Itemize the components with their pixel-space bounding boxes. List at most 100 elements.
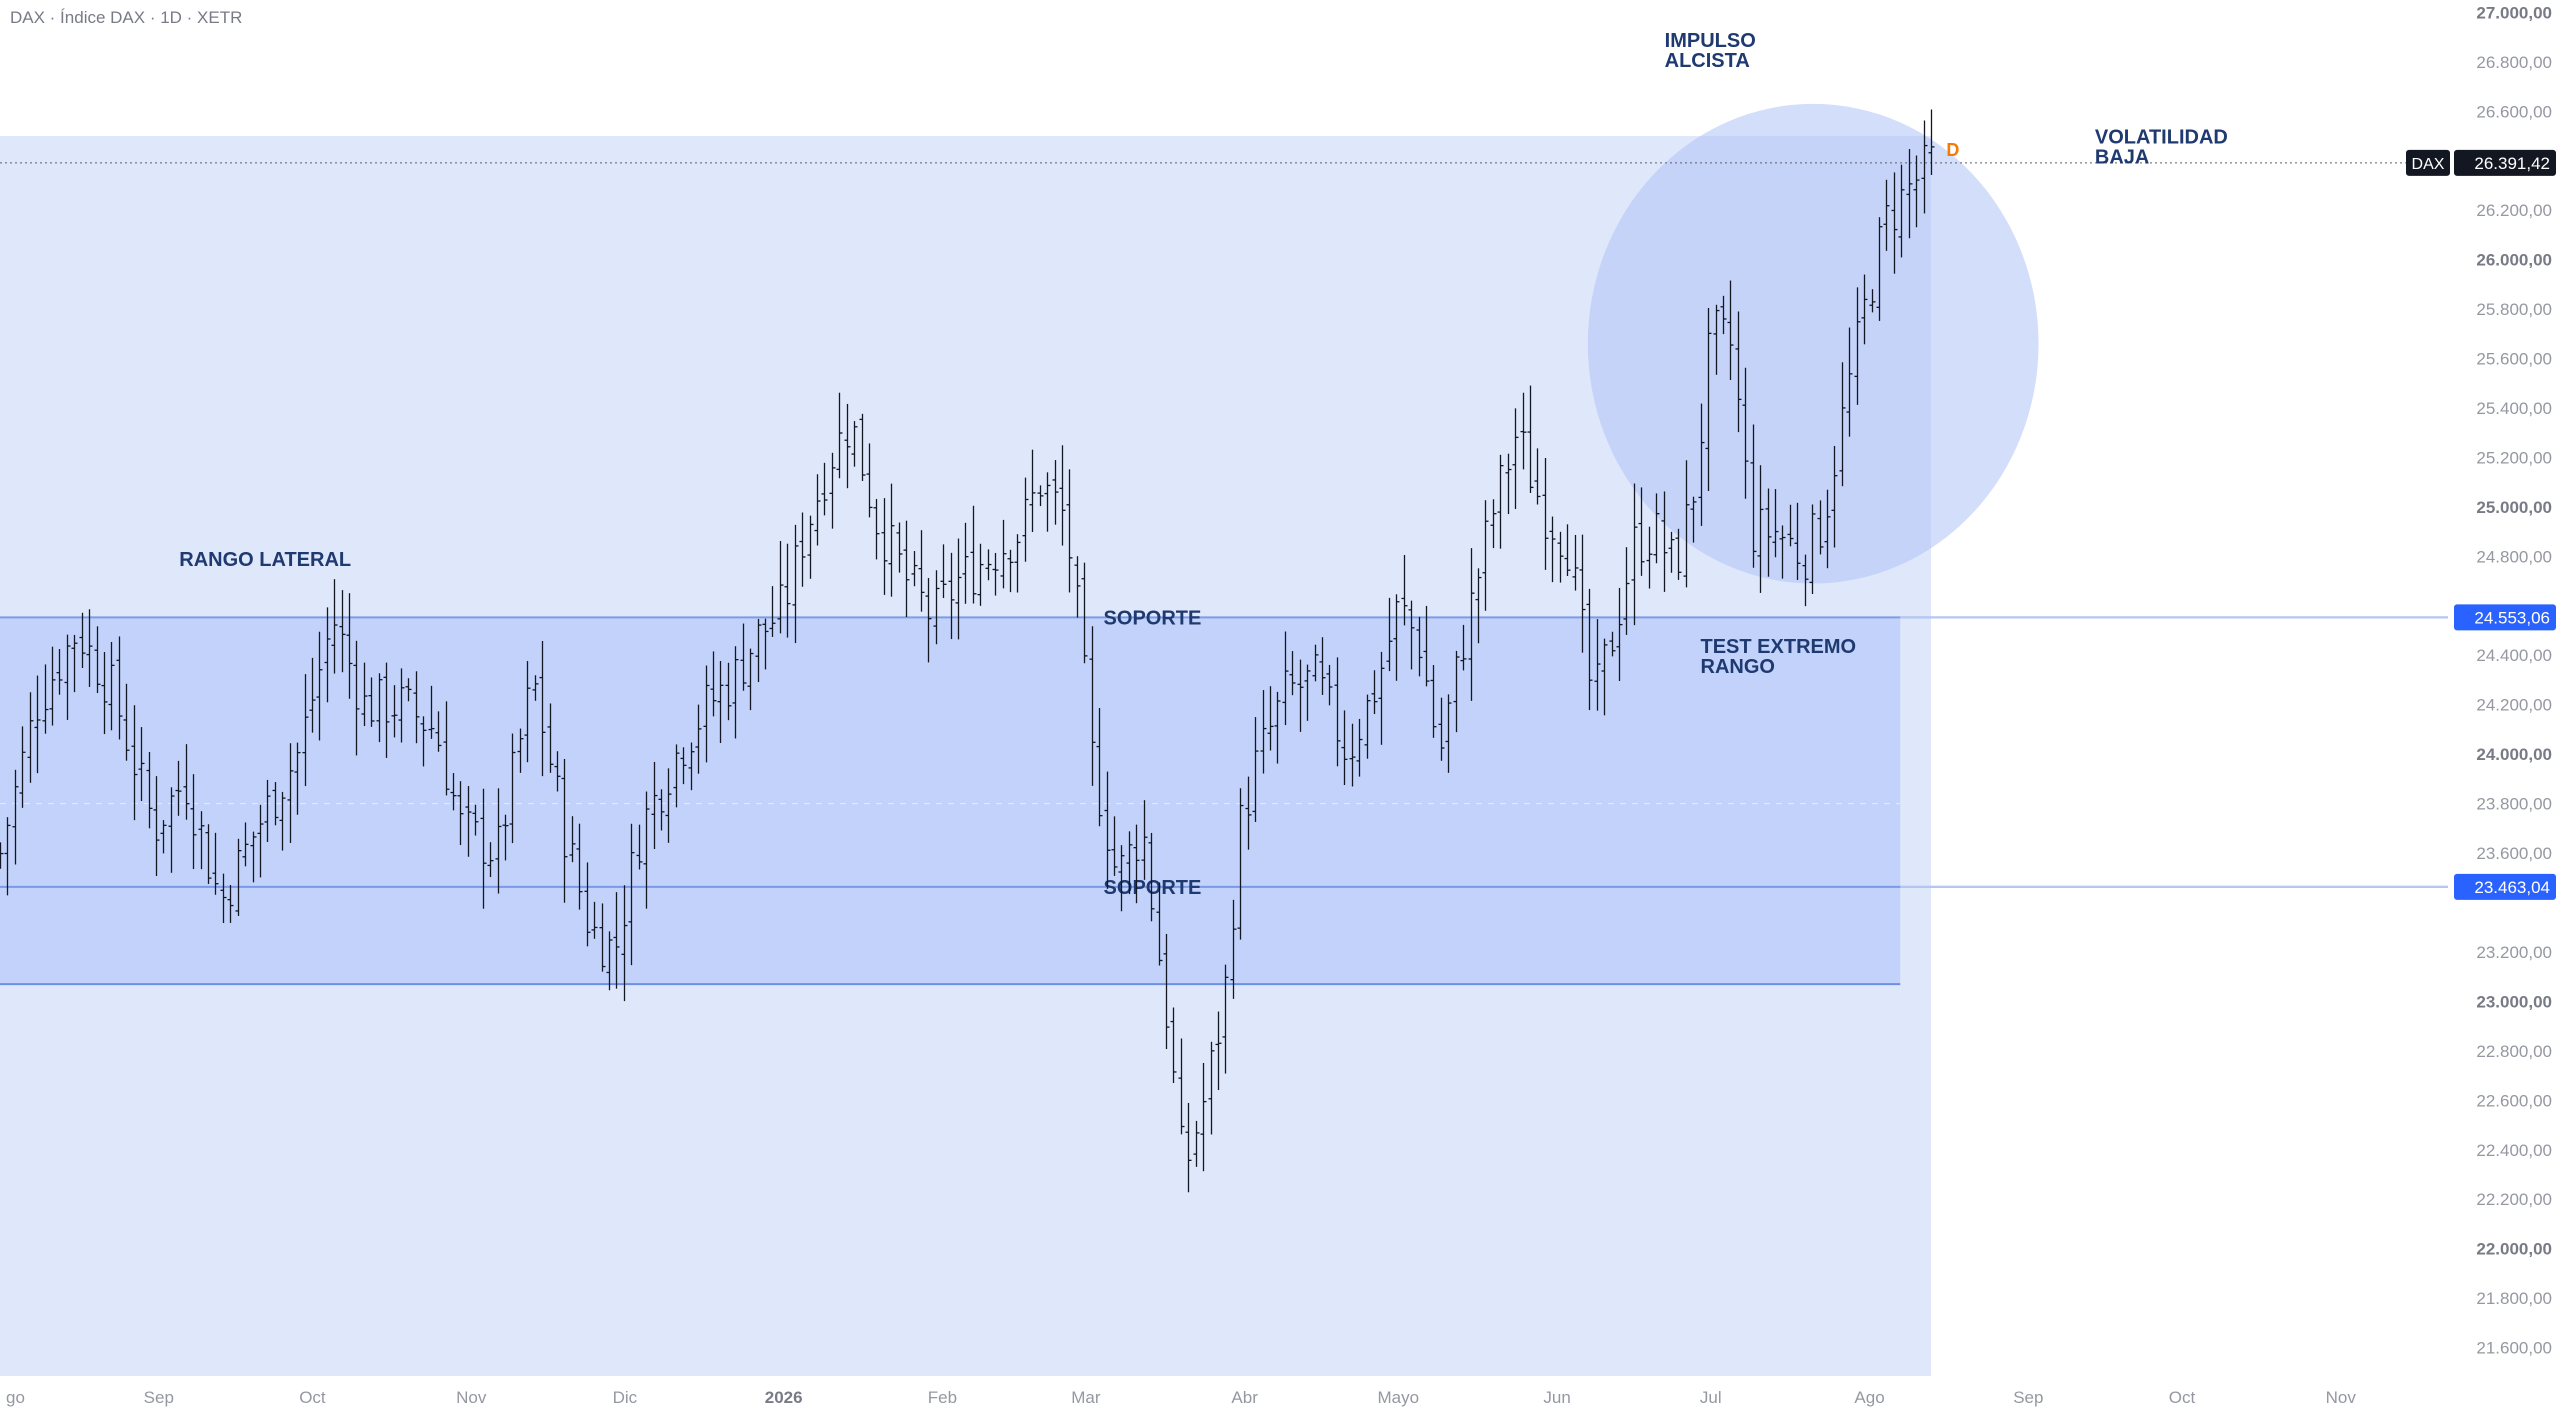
ohlc-bar[interactable] [1794,502,1801,580]
ohlc-bar[interactable] [1200,1062,1207,1172]
ohlc-bar[interactable] [1928,109,1935,175]
ohlc-bar[interactable] [1534,448,1541,505]
ohlc-bar[interactable] [183,744,190,820]
ohlc-bar[interactable] [1594,619,1601,711]
ohlc-bar[interactable] [658,789,665,831]
ohlc-bar[interactable] [1713,304,1720,375]
ohlc-bar[interactable] [175,760,182,816]
ohlc-bar[interactable] [1765,488,1772,577]
ohlc-bar[interactable] [198,811,205,870]
ohlc-bar[interactable] [866,443,873,518]
ohlc-bar[interactable] [1260,690,1267,774]
dividend-marker[interactable]: D [1946,140,1959,160]
ohlc-bar[interactable] [205,824,212,884]
ohlc-bar[interactable] [1497,454,1504,549]
ohlc-bar[interactable] [1809,504,1816,594]
ohlc-bar[interactable] [56,648,63,695]
ohlc-bar[interactable] [1817,500,1824,555]
ohlc-bar[interactable] [1542,457,1549,570]
ohlc-bar[interactable] [896,522,903,573]
ohlc-bar[interactable] [1854,287,1861,405]
ohlc-bar[interactable] [762,618,769,670]
ohlc-bar[interactable] [1326,664,1333,706]
ohlc-bar[interactable] [1178,1038,1185,1135]
ohlc-bar[interactable] [1230,899,1237,999]
ohlc-bar[interactable] [755,618,762,683]
ohlc-bar[interactable] [123,683,130,761]
ohlc-bar[interactable] [576,823,583,910]
ohlc-bar[interactable] [116,636,123,740]
ohlc-bar[interactable] [1906,149,1913,239]
ohlc-bar[interactable] [279,791,286,851]
ohlc-bar[interactable] [1438,697,1445,761]
ohlc-bar[interactable] [725,662,732,721]
ohlc-bar[interactable] [1118,845,1125,912]
ohlc-bar[interactable] [1252,717,1259,822]
ohlc-bar[interactable] [1237,788,1244,940]
ohlc-bar[interactable] [1059,445,1066,546]
ohlc-bar[interactable] [1267,686,1274,751]
ohlc-bar[interactable] [1430,665,1437,738]
ohlc-bar[interactable] [64,634,71,720]
ohlc-bar[interactable] [717,661,724,744]
ohlc-bar[interactable] [977,543,984,606]
ohlc-bar[interactable] [985,549,992,581]
ohlc-bar[interactable] [1044,472,1051,532]
ohlc-bar[interactable] [108,641,115,731]
ohlc-bar[interactable] [1683,460,1690,588]
ohlc-bar[interactable] [992,552,999,596]
ohlc-bar[interactable] [405,678,412,702]
ohlc-bar[interactable] [287,743,294,843]
ohlc-bar[interactable] [1378,651,1385,745]
ohlc-bar[interactable] [257,804,264,878]
ohlc-bar[interactable] [346,593,353,699]
ohlc-bar[interactable] [457,781,464,846]
ohlc-bar[interactable] [747,648,754,711]
ohlc-bar[interactable] [777,541,784,634]
ohlc-bar[interactable] [1505,453,1512,515]
ohlc-bar[interactable] [1876,217,1883,321]
ohlc-bar[interactable] [242,822,249,867]
ohlc-bar[interactable] [1014,534,1021,593]
ohlc-bar[interactable] [1208,1041,1215,1135]
ohlc-bar[interactable] [1341,710,1348,786]
ohlc-bar[interactable] [168,787,175,873]
ohlc-bar[interactable] [636,824,643,870]
ohlc-bar[interactable] [465,786,472,857]
ohlc-bar[interactable] [851,421,858,467]
price-axis[interactable]: 27.000,00 26.800,00 26.600,00 26.200,00 26.0… [2476,3,2552,1357]
ohlc-bar[interactable] [1468,548,1475,701]
ohlc-bar[interactable] [859,413,866,481]
ohlc-bar[interactable] [769,586,776,637]
ohlc-bar[interactable] [12,769,19,865]
ohlc-bar[interactable] [101,652,108,735]
ohlc-bar[interactable] [547,703,554,773]
ohlc-bar[interactable] [71,634,78,693]
ohlc-bar[interactable] [27,692,34,783]
ohlc-bar[interactable] [495,788,502,894]
ohlc-bar[interactable] [1170,1007,1177,1084]
ohlc-bar[interactable] [1609,631,1616,657]
ohlc-bar[interactable] [606,931,613,991]
ohlc-bar[interactable] [1416,616,1423,677]
ohlc-bar[interactable] [792,524,799,644]
ohlc-bar[interactable] [4,817,11,896]
ohlc-bar[interactable] [524,661,531,763]
ohlc-bar[interactable] [1364,694,1371,759]
ohlc-bar[interactable] [383,662,390,758]
ohlc-bar[interactable] [1401,555,1408,626]
ohlc-bar[interactable] [948,552,955,640]
ohlc-bar[interactable] [1163,933,1170,1050]
ohlc-bar[interactable] [398,668,405,743]
ohlc-bar[interactable] [1750,424,1757,568]
ohlc-bar[interactable] [970,505,977,604]
ohlc-bar[interactable] [955,538,962,640]
ohlc-bar[interactable] [695,704,702,774]
ohlc-bar[interactable] [391,685,398,738]
ohlc-bar[interactable] [1861,274,1868,345]
ohlc-bar[interactable] [324,607,331,703]
ohlc-bar[interactable] [0,842,4,869]
ohlc-bar[interactable] [1572,534,1579,591]
ohlc-bar[interactable] [1222,964,1229,1074]
ohlc-bar[interactable] [361,662,368,727]
